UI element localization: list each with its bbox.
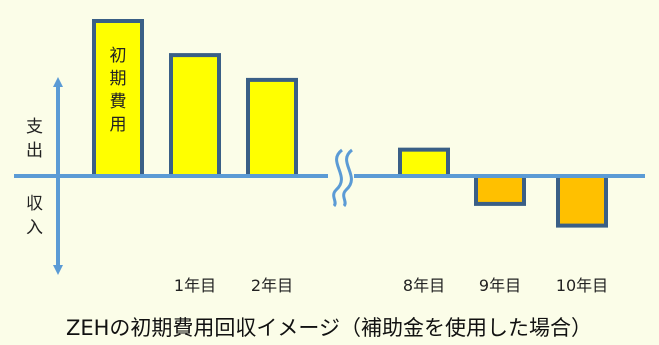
bar-inner-label-char: 期	[110, 69, 127, 89]
bar-1年目	[169, 53, 221, 178]
bar-8年目	[398, 147, 450, 178]
bar-inner-label-char: 用	[110, 115, 127, 135]
tick-label-1年目: 1年目	[174, 276, 216, 295]
bar-inner-label-char: 費	[110, 92, 127, 112]
bar-inner-label-char: 初	[110, 46, 127, 66]
income-label-2: 入	[26, 218, 43, 238]
tick-label-10年目: 10年目	[556, 276, 608, 295]
tick-labels-group: 1年目 2年目 8年目 9年目 10年目	[174, 276, 608, 295]
bar-9年目	[474, 174, 526, 206]
bar-2年目	[246, 77, 298, 178]
expense-label-2: 出	[26, 141, 43, 161]
tick-label-2年目: 2年目	[251, 276, 293, 295]
bar-10年目	[556, 174, 608, 228]
bars-group: 初期費用	[92, 19, 608, 228]
income-label-1: 収	[26, 194, 43, 214]
axis-break-mark	[328, 148, 354, 208]
expense-label-1: 支	[26, 117, 43, 137]
tick-label-9年目: 9年目	[479, 276, 521, 295]
tick-label-8年目: 8年目	[403, 276, 445, 295]
chart-title: ZEHの初期費用回収イメージ（補助金を使用した場合）	[66, 316, 592, 340]
